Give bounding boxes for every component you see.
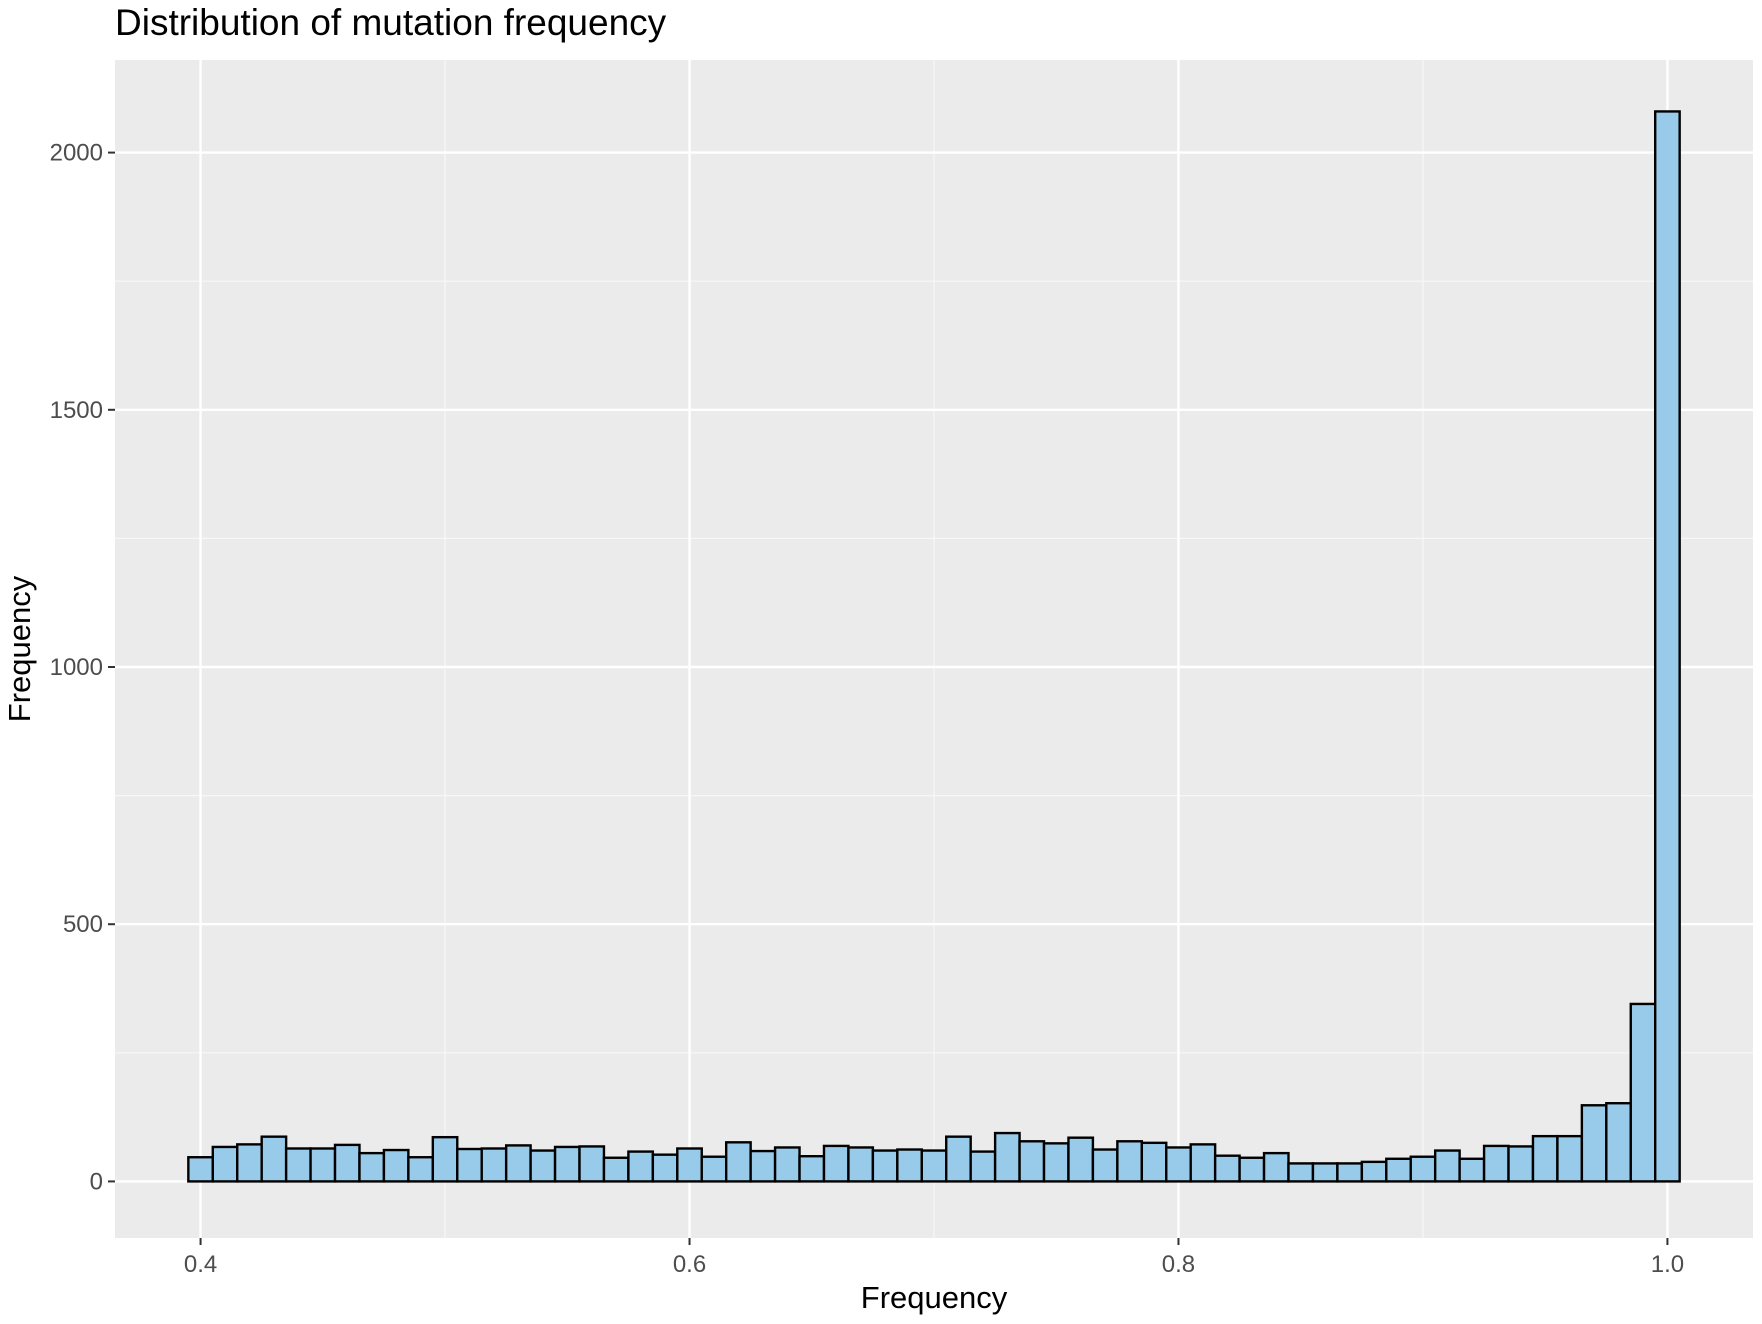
histogram-bar <box>1189 1143 1217 1183</box>
histogram-bar <box>1409 1155 1437 1183</box>
histogram-bar <box>1311 1162 1339 1183</box>
histogram-bar <box>1507 1145 1535 1183</box>
x-axis: 0.4 0.6 0.8 1.0 <box>184 1238 1684 1278</box>
histogram-bar <box>1605 1102 1632 1183</box>
histogram-bar <box>896 1148 923 1183</box>
histogram-bar <box>211 1145 239 1183</box>
histogram-bar <box>1165 1146 1192 1183</box>
histogram-bar <box>1238 1156 1266 1183</box>
histogram-bar <box>1580 1104 1608 1183</box>
histogram-bars <box>187 110 1681 1183</box>
histogram-bar <box>1018 1140 1046 1183</box>
histogram-bar <box>1213 1154 1241 1183</box>
histogram-bar <box>309 1147 337 1183</box>
histogram-bar <box>676 1147 703 1183</box>
chart-title: Distribution of mutation frequency <box>115 2 667 43</box>
y-tick-label: 1500 <box>50 397 103 424</box>
histogram-bar <box>1116 1140 1144 1183</box>
histogram-bar <box>945 1135 972 1183</box>
histogram-bar <box>333 1143 361 1183</box>
y-tick-label: 0 <box>90 1168 103 1195</box>
histogram-bar <box>724 1141 752 1183</box>
histogram-bar <box>1654 110 1681 1183</box>
histogram-bar <box>456 1147 483 1183</box>
histogram-bar <box>627 1150 655 1183</box>
histogram-bar <box>1482 1144 1510 1183</box>
histogram-bar <box>236 1143 263 1183</box>
histogram-bar <box>1067 1136 1095 1183</box>
histogram-bar <box>1336 1162 1364 1183</box>
histogram-bar <box>651 1153 679 1183</box>
y-tick-label: 1000 <box>50 654 103 681</box>
histogram-bar <box>798 1155 826 1183</box>
histogram-bar <box>480 1147 508 1183</box>
histogram-bar <box>1262 1151 1290 1183</box>
histogram-bar <box>749 1149 777 1183</box>
histogram-bar <box>1091 1148 1119 1183</box>
y-axis-title: Frequency <box>2 575 37 722</box>
minor-gridlines <box>115 60 1753 1238</box>
histogram-bar <box>773 1146 801 1183</box>
histogram-bar <box>578 1145 606 1183</box>
histogram-bar <box>284 1147 312 1183</box>
histogram-bar <box>1385 1157 1412 1183</box>
histogram-bar <box>187 1156 214 1183</box>
histogram-bar <box>1360 1160 1388 1183</box>
histogram-bar <box>431 1135 459 1183</box>
histogram-bar <box>358 1151 386 1183</box>
x-tick-label: 0.6 <box>673 1251 706 1278</box>
histogram-bar <box>969 1150 997 1183</box>
x-axis-title: Frequency <box>861 1280 1008 1315</box>
y-tick-label: 2000 <box>50 140 103 167</box>
histogram-bar <box>260 1135 288 1183</box>
histogram-bar <box>407 1156 435 1183</box>
histogram-bar <box>1140 1141 1168 1183</box>
histogram-bar <box>1629 1002 1657 1183</box>
x-tick-label: 0.4 <box>184 1251 217 1278</box>
histogram-bar <box>1556 1134 1584 1183</box>
histogram-bar <box>602 1156 630 1183</box>
y-tick-label: 500 <box>63 911 103 938</box>
histogram-bar <box>529 1149 557 1183</box>
histogram-bar <box>871 1149 899 1183</box>
histogram-bar <box>553 1145 581 1183</box>
histogram-bar <box>382 1148 410 1183</box>
histogram-bar <box>993 1131 1021 1183</box>
x-tick-label: 0.8 <box>1162 1251 1195 1278</box>
histogram-bar <box>1531 1134 1559 1183</box>
histogram-bar <box>920 1149 948 1183</box>
histogram-bar <box>504 1144 532 1183</box>
histogram-bar <box>1433 1149 1461 1183</box>
x-tick-label: 1.0 <box>1651 1251 1684 1278</box>
histogram-bar <box>1042 1142 1070 1183</box>
histogram-bar <box>1287 1162 1315 1183</box>
histogram-bar <box>1458 1157 1486 1183</box>
histogram-bar <box>847 1146 875 1183</box>
histogram-bar <box>822 1144 850 1183</box>
histogram-bar <box>700 1155 728 1183</box>
y-axis: 0 500 1000 1500 2000 <box>50 140 115 1195</box>
